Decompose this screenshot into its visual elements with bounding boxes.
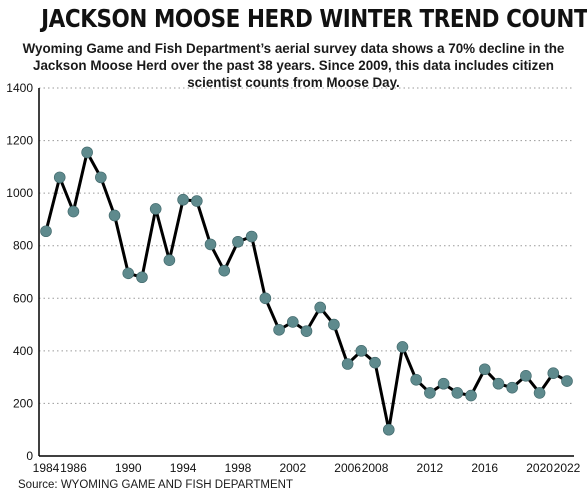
data-point-2001 bbox=[273, 324, 285, 336]
data-point-1989 bbox=[108, 209, 121, 222]
y-tick-label-0: 0 bbox=[26, 449, 33, 463]
y-tick-label-600: 600 bbox=[13, 291, 33, 305]
data-point-1995 bbox=[191, 195, 203, 207]
data-point-2014 bbox=[451, 387, 464, 399]
x-tick-label-2012: 2012 bbox=[417, 461, 444, 475]
data-point-1986 bbox=[67, 205, 80, 218]
y-axis-ticks: 0 200 400 600 800 1000 1200 1400 bbox=[6, 81, 33, 463]
data-point-2013 bbox=[437, 377, 450, 390]
chart-subtitle: Wyoming Game and Fish Department’s aeria… bbox=[22, 41, 565, 90]
data-point-1991 bbox=[136, 271, 148, 284]
data-point-2016 bbox=[478, 363, 491, 376]
y-tick-label-1400: 1400 bbox=[6, 81, 33, 95]
data-point-2002 bbox=[286, 316, 299, 328]
source-note: Source: WYOMING GAME AND FISH DEPARTMENT bbox=[18, 479, 293, 491]
data-point-1985 bbox=[53, 171, 66, 184]
data-point-2010 bbox=[396, 341, 409, 353]
x-tick-label-2006: 2006 bbox=[334, 461, 361, 475]
data-point-2003 bbox=[300, 325, 313, 337]
data-point-2004 bbox=[314, 301, 327, 314]
x-tick-label-2016: 2016 bbox=[471, 461, 498, 475]
x-tick-label-2022: 2022 bbox=[554, 461, 581, 475]
data-point-2012 bbox=[424, 387, 436, 399]
data-point-1992 bbox=[149, 203, 162, 215]
axes bbox=[38, 88, 574, 457]
data-point-1984 bbox=[40, 225, 52, 238]
data-point-2021 bbox=[547, 367, 560, 380]
data-point-2017 bbox=[492, 377, 505, 390]
y-tick-label-200: 200 bbox=[13, 396, 33, 410]
data-point-1993 bbox=[163, 254, 176, 266]
data-point-2000 bbox=[259, 292, 272, 305]
x-tick-label-2008: 2008 bbox=[362, 461, 389, 475]
series-trend-count bbox=[40, 146, 573, 436]
x-tick-label-2020: 2020 bbox=[526, 461, 553, 475]
data-point-2009 bbox=[382, 423, 395, 436]
data-point-1998 bbox=[232, 235, 244, 248]
data-point-1999 bbox=[245, 230, 258, 243]
data-point-1996 bbox=[204, 238, 217, 251]
data-point-2015 bbox=[465, 389, 477, 402]
data-point-2020 bbox=[533, 387, 546, 399]
x-tick-label-1986: 1986 bbox=[60, 461, 87, 475]
y-tick-label-400: 400 bbox=[13, 344, 33, 358]
data-point-1997 bbox=[218, 264, 231, 277]
x-tick-label-1990: 1990 bbox=[115, 461, 142, 475]
data-point-2018 bbox=[506, 381, 518, 394]
y-tick-label-1000: 1000 bbox=[6, 186, 33, 200]
data-point-2019 bbox=[520, 370, 532, 382]
x-tick-label-2002: 2002 bbox=[279, 461, 306, 475]
grid-lines bbox=[39, 87, 574, 404]
data-point-2011 bbox=[410, 373, 422, 386]
data-point-1987 bbox=[81, 146, 93, 159]
y-tick-label-1200: 1200 bbox=[6, 134, 33, 148]
x-tick-label-1984: 1984 bbox=[33, 461, 60, 475]
chart-title: JACKSON MOOSE HERD WINTER TREND COUNT bbox=[41, 4, 587, 33]
x-tick-label-1994: 1994 bbox=[170, 461, 197, 475]
data-point-2006 bbox=[341, 358, 354, 370]
data-point-2008 bbox=[369, 356, 381, 369]
data-point-2007 bbox=[355, 345, 368, 357]
data-point-1990 bbox=[122, 267, 135, 280]
data-point-2022 bbox=[561, 375, 573, 387]
series-line bbox=[44, 150, 568, 432]
x-axis-ticks: 1984 1986 1990 1994 1998 2002 2006 2008 2012 2016… bbox=[33, 461, 581, 475]
x-tick-label-1998: 1998 bbox=[225, 461, 252, 475]
y-tick-label-800: 800 bbox=[13, 239, 33, 253]
data-point-1994 bbox=[177, 193, 189, 206]
data-point-2005 bbox=[328, 318, 340, 331]
data-point-1988 bbox=[95, 171, 107, 184]
